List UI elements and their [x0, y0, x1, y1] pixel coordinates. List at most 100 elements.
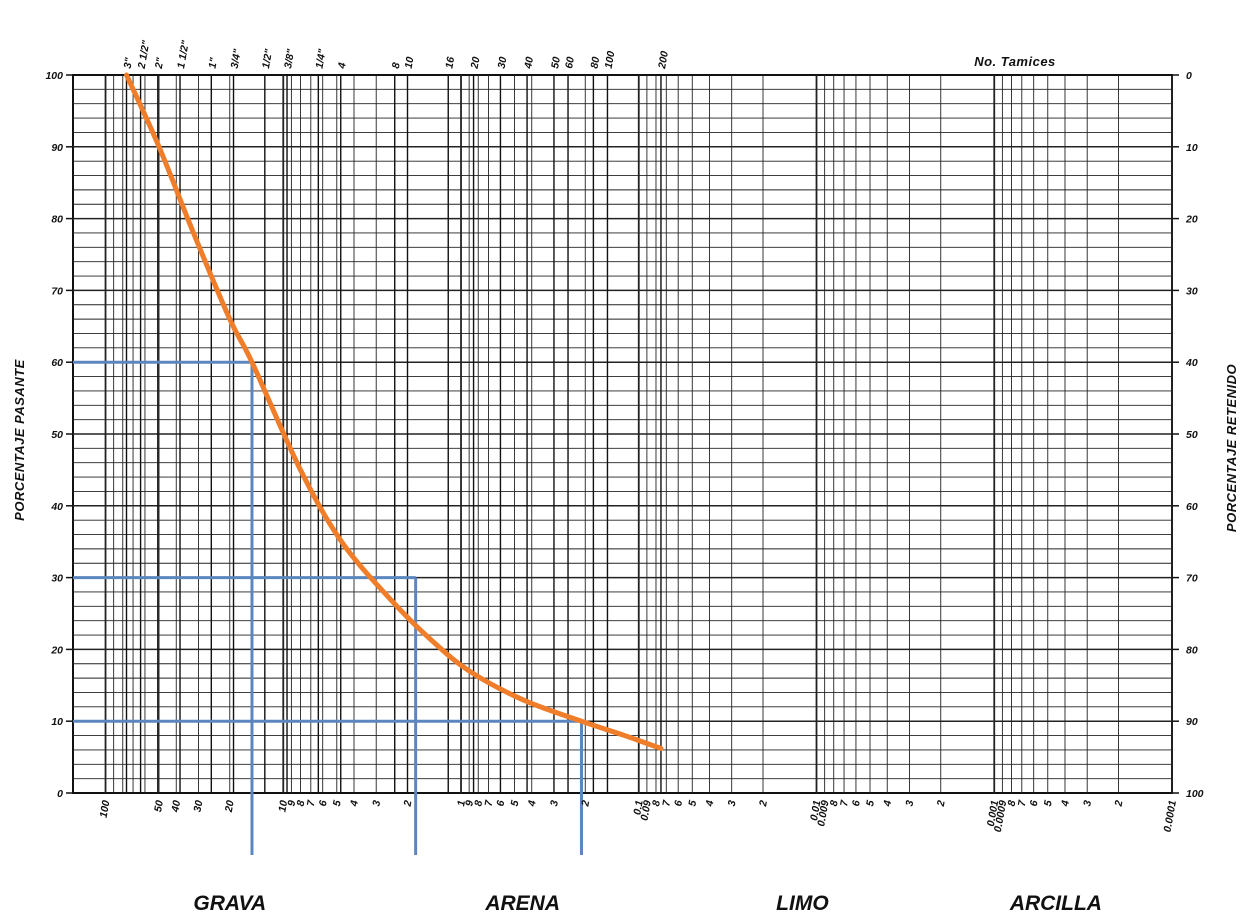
y-tick-label: 90 [51, 142, 63, 154]
mm-label: 5 [686, 799, 699, 807]
mm-label: 4 [1059, 799, 1072, 808]
sieve-label: 60 [563, 56, 577, 70]
mm-label: 3 [904, 799, 917, 807]
mm-label: 9 [286, 799, 299, 807]
sieve-label: 4 [336, 62, 349, 71]
mm-label: 2 [757, 799, 770, 808]
mm-label: 6 [495, 799, 508, 807]
mm-label: 0.1 [631, 799, 645, 816]
top-axis-title: No. Tamices [974, 54, 1056, 69]
y-right-tick-label: 80 [1186, 644, 1198, 656]
soil-classes: GRAVA ARENA LIMO ARCILLA [193, 892, 1102, 915]
sieve-label: 3/8" [282, 47, 297, 69]
y-right-tick-label: 20 [1185, 214, 1198, 226]
sieve-label: 100 [603, 50, 618, 69]
mm-label: 10 [276, 799, 290, 813]
mm-label: 6 [850, 799, 863, 807]
y-right-tick-label: 100 [1186, 788, 1204, 800]
sieve-label: 200 [656, 50, 671, 70]
y-tick-label: 80 [51, 214, 63, 226]
sieve-label: 2 1/2" [136, 39, 153, 71]
soil-class-label: ARENA [484, 892, 560, 915]
reference-lines [73, 360, 583, 855]
y-right-tick-label: 50 [1186, 429, 1198, 441]
y-right-tick-label: 30 [1186, 285, 1198, 297]
mm-label: 50 [152, 799, 166, 813]
mm-label: 5 [331, 799, 344, 807]
mm-label: 4 [348, 799, 361, 808]
sieve-label: 3" [122, 56, 136, 70]
series-layer [124, 72, 664, 751]
sieve-label: 2" [153, 56, 167, 71]
sieve-label: 1/2" [260, 47, 275, 69]
tick-labels: 0102030405060708090100100908070605040302… [45, 39, 1203, 834]
mm-label: 3 [726, 799, 739, 807]
mm-label: 0.09 [638, 799, 653, 821]
mm-label: 0.009 [815, 799, 831, 827]
sieve-label: 10 [403, 56, 417, 70]
mm-label: 8 [650, 799, 663, 807]
sieve-label: 20 [469, 56, 483, 71]
y-axis-title-right: PORCENTAJE RETENIDO [1224, 364, 1239, 532]
mm-label: 2 [401, 799, 414, 808]
mm-label: 6 [672, 799, 685, 807]
mm-label: 6 [1028, 799, 1041, 807]
mm-label: 4 [703, 799, 716, 808]
gradation-curve [124, 72, 664, 751]
y-right-tick-label: 60 [1186, 501, 1198, 513]
sieve-label: 40 [522, 56, 536, 71]
grid [72, 74, 1173, 794]
mm-label: 7 [483, 798, 496, 807]
soil-class-label: ARCILLA [1009, 892, 1102, 915]
sieve-label: 80 [589, 56, 603, 70]
mm-label: 6 [317, 799, 330, 807]
mm-label: 7 [305, 798, 318, 807]
y-right-tick-label: 0 [1186, 70, 1192, 82]
mm-label: 7 [660, 798, 673, 807]
mm-label: 2 [1112, 799, 1125, 808]
mm-label: 2 [935, 799, 948, 808]
mm-label: 2 [579, 799, 592, 808]
mm-label: 3 [1081, 799, 1094, 807]
mm-label: 1 [455, 799, 468, 807]
mm-label: 9 [463, 799, 476, 807]
mm-label: 7 [1016, 798, 1029, 807]
mm-label: 8 [295, 799, 308, 807]
mm-label: 8 [1006, 799, 1019, 807]
mm-label: 5 [1042, 799, 1055, 807]
mm-label: 4 [881, 799, 894, 808]
mm-label: 30 [192, 799, 206, 813]
sieve-label: 16 [443, 56, 457, 70]
y-right-tick-label: 90 [1186, 716, 1198, 728]
y-tick-label: 0 [57, 788, 63, 800]
mm-label: 40 [169, 799, 183, 814]
y-tick-label: 50 [51, 429, 63, 441]
mm-label: 8 [472, 799, 485, 807]
y-tick-label: 10 [51, 716, 63, 728]
mm-label: 3 [548, 799, 561, 807]
sieve-label: 8 [390, 62, 403, 70]
sieve-label: 1" [206, 56, 220, 70]
sieve-label: 1/4" [313, 47, 328, 69]
y-right-tick-label: 40 [1185, 357, 1198, 369]
y-tick-label: 60 [51, 357, 63, 369]
y-tick-label: 70 [51, 285, 63, 297]
sieve-label: 1 1/2" [175, 39, 192, 70]
mm-label: 5 [864, 799, 877, 807]
mm-label: 0.001 [985, 799, 1001, 827]
y-axis-title-left: PORCENTAJE PASANTE [12, 359, 27, 521]
soil-class-label: LIMO [776, 892, 829, 915]
y-right-tick-label: 10 [1186, 142, 1198, 154]
y-tick-label: 100 [45, 70, 63, 82]
mm-label: 0.0001 [1162, 799, 1179, 833]
y-tick-label: 20 [50, 644, 63, 656]
mm-label: 0.0009 [992, 799, 1009, 833]
y-tick-label: 30 [51, 573, 63, 585]
mm-label: 3 [370, 799, 383, 807]
mm-label: 0.01 [808, 799, 823, 821]
mm-label: 5 [509, 799, 522, 807]
mm-label: 20 [223, 799, 237, 814]
mm-label: 8 [828, 799, 841, 807]
soil-class-label: GRAVA [193, 892, 266, 915]
